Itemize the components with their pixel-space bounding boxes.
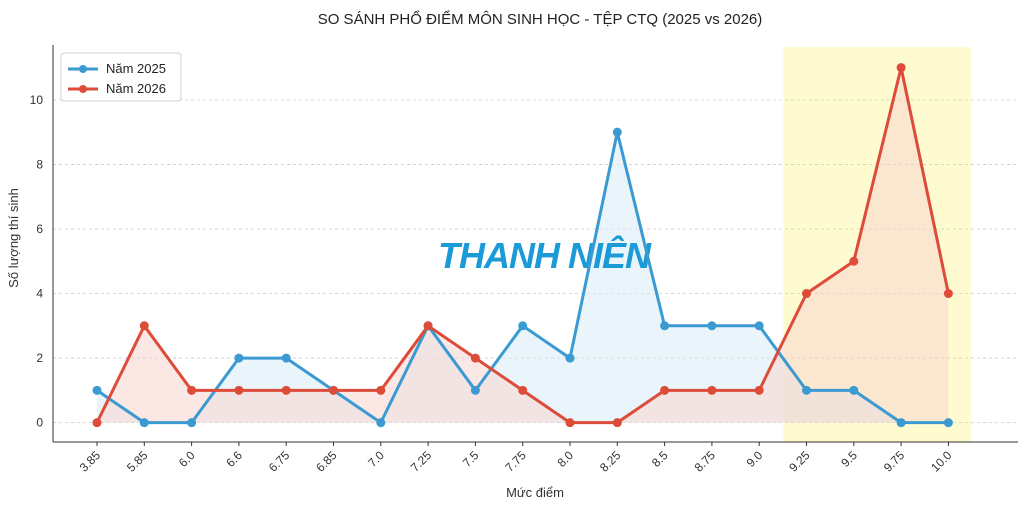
x-tick-label: 10.0 xyxy=(928,448,955,475)
series-area-2 xyxy=(97,67,949,423)
data-point xyxy=(660,385,670,395)
data-point xyxy=(802,289,811,299)
data-point xyxy=(849,256,859,266)
x-tick-label: 9.25 xyxy=(786,448,813,475)
x-tick-label: 6.0 xyxy=(176,448,198,470)
x-tick-label: 8.75 xyxy=(692,448,719,475)
legend-marker xyxy=(79,85,87,93)
x-tick-label: 7.75 xyxy=(502,448,529,475)
x-tick-label: 3.85 xyxy=(77,448,104,475)
x-tick-label: 8.25 xyxy=(597,448,624,475)
x-tick-label: 7.0 xyxy=(365,448,387,470)
data-point xyxy=(187,385,197,395)
y-tick-label: 6 xyxy=(36,222,43,236)
x-tick-label: 7.5 xyxy=(460,448,482,470)
y-tick-label: 10 xyxy=(30,93,44,107)
data-point xyxy=(139,321,149,331)
data-point xyxy=(660,321,670,331)
data-point xyxy=(612,418,622,428)
data-point xyxy=(565,353,575,363)
y-tick-label: 8 xyxy=(36,157,43,171)
x-tick-label: 6.75 xyxy=(266,448,293,475)
data-point xyxy=(234,353,244,363)
data-point xyxy=(849,385,859,395)
x-tick-label: 9.0 xyxy=(744,448,766,470)
series-areas xyxy=(97,67,949,423)
data-point xyxy=(281,353,291,363)
data-point xyxy=(470,353,480,363)
data-point xyxy=(565,418,575,428)
data-point xyxy=(281,385,291,395)
x-tick-label: 6.85 xyxy=(313,448,340,475)
y-tick-label: 4 xyxy=(36,287,43,301)
data-point xyxy=(234,385,244,395)
data-point xyxy=(187,418,197,428)
x-tick-label: 6.6 xyxy=(223,448,245,470)
data-point xyxy=(754,385,764,395)
data-point xyxy=(943,418,953,428)
y-tick-label: 2 xyxy=(36,351,43,365)
series-points xyxy=(92,63,953,428)
data-point xyxy=(376,385,386,395)
data-point xyxy=(896,63,906,73)
x-tick-label: 5.85 xyxy=(124,448,151,475)
data-point xyxy=(896,418,906,428)
data-point xyxy=(707,321,717,331)
x-tick-label: 7.25 xyxy=(408,448,435,475)
series-area-1 xyxy=(97,132,949,423)
data-point xyxy=(92,418,102,428)
x-axis-label: Mức điểm xyxy=(506,485,564,500)
x-tick-labels: 3.85 5.85 6.0 6.6 6.75 6.85 7.0 7.25 7.5 7.75 8.0 8… xyxy=(77,448,955,475)
data-point xyxy=(376,418,386,428)
y-tick-labels: 0 2 4 6 8 10 xyxy=(30,93,44,430)
data-point xyxy=(707,385,717,395)
data-point xyxy=(423,321,433,331)
legend-label: Năm 2026 xyxy=(106,81,166,96)
x-tick-label: 9.75 xyxy=(881,448,908,475)
y-axis-label: Số lượng thí sinh xyxy=(6,188,21,288)
data-point xyxy=(518,321,528,331)
data-point xyxy=(139,418,149,428)
data-point xyxy=(518,385,528,395)
chart-title: SO SÁNH PHỔ ĐIỂM MÔN SINH HỌC - TỆP CTQ … xyxy=(318,10,763,28)
data-point xyxy=(612,127,622,137)
legend-label: Năm 2025 xyxy=(106,61,166,76)
x-tick-label: 8.5 xyxy=(649,448,671,470)
y-tick-label: 0 xyxy=(36,416,43,430)
axes xyxy=(52,45,1018,446)
x-tick-label: 8.0 xyxy=(554,448,576,470)
data-point xyxy=(754,321,764,331)
data-point xyxy=(329,385,338,395)
data-point xyxy=(943,289,953,299)
legend-marker xyxy=(79,65,87,73)
data-point xyxy=(92,385,102,395)
x-tick-label: 9.5 xyxy=(838,448,860,470)
legend: Năm 2025 Năm 2026 xyxy=(60,52,182,102)
data-point xyxy=(802,385,811,395)
watermark-logo: THANH NIÊN xyxy=(438,234,652,276)
data-point xyxy=(470,385,480,395)
